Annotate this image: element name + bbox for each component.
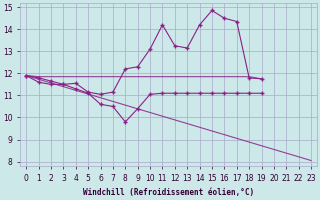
X-axis label: Windchill (Refroidissement éolien,°C): Windchill (Refroidissement éolien,°C) [83, 188, 254, 197]
